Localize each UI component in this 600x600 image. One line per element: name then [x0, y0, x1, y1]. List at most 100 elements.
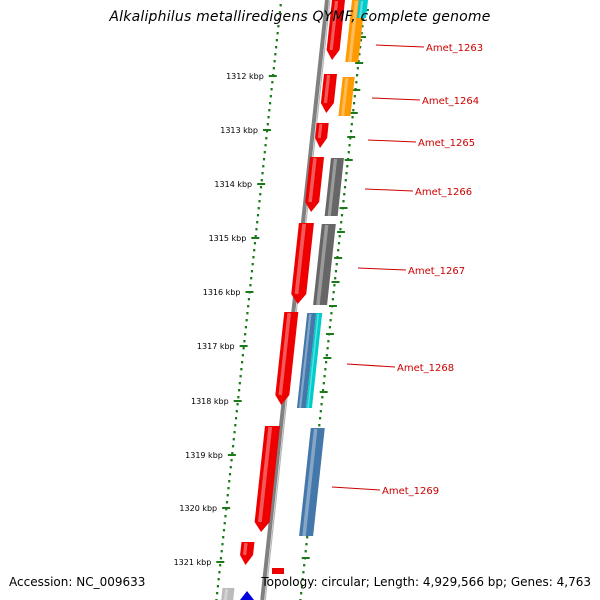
feature-bar-cyan	[305, 313, 323, 409]
feature-bar-cyan-body	[305, 313, 323, 408]
scale-dot-left	[237, 396, 240, 399]
scale-tick-label: 1320 kbp	[179, 504, 217, 513]
scale-dot-left	[254, 235, 257, 238]
scale-tick-label: 1319 kbp	[185, 451, 223, 460]
feature-bar-steelblue	[296, 313, 317, 409]
gene-arrow-red-body	[315, 123, 329, 148]
feature-bar-steelblue-shine	[302, 428, 318, 537]
scale-dot-left	[252, 256, 255, 259]
feature-bar-lightgray	[221, 588, 235, 600]
scale-dot-right	[322, 382, 325, 385]
scale-dot-right	[326, 347, 329, 350]
scale-dot-left	[242, 347, 245, 350]
scale-dot-right	[343, 186, 347, 189]
scale-tick-label: 1316 kbp	[203, 288, 241, 297]
gene-arrow-red-body	[254, 426, 280, 532]
scale-dot-left	[216, 585, 220, 588]
scale-dot-left	[276, 32, 279, 35]
scale-dot-left	[231, 452, 234, 455]
scale-dot-right	[360, 32, 363, 35]
scale-dot-left	[235, 410, 238, 413]
scale-tick-label: 1315 kbp	[209, 234, 247, 243]
scale-dot-right	[343, 193, 346, 196]
scale-dot-left	[279, 4, 282, 7]
gene-arrow-red-body	[291, 223, 314, 304]
scale-dot-left	[273, 60, 276, 63]
gene-label-leader	[371, 97, 421, 101]
scale-dot-left	[233, 431, 236, 434]
gene-arrow-red-body	[240, 542, 255, 565]
scale-dot-right	[350, 123, 353, 126]
gene-arrow-red	[305, 157, 325, 212]
gene-label: Amet_1265	[418, 138, 475, 149]
feature-bar-steelblue	[299, 428, 325, 537]
gene-arrow-red-body	[326, 0, 345, 60]
scale-dot-left	[250, 277, 253, 280]
scale-dot-left	[231, 445, 235, 448]
gene-arrow-red-body	[275, 312, 299, 405]
scale-dot-left	[258, 200, 261, 203]
scale-dot-right	[334, 270, 338, 273]
scale-dot-right	[330, 312, 333, 315]
scale-dot-left	[238, 382, 241, 385]
scale-dot-right	[321, 396, 324, 399]
scale-dot-right	[352, 102, 356, 105]
gene-arrow-red	[320, 74, 338, 113]
scale-dot-right	[328, 326, 331, 329]
scale-dot-right	[324, 368, 327, 371]
scale-dot-left	[278, 18, 281, 21]
scale-dot-right	[340, 221, 343, 224]
scale-dot-left	[275, 46, 278, 49]
scale-dot-left	[229, 466, 232, 469]
scale-dot-left	[255, 228, 258, 231]
feature-bar-gray-body	[324, 158, 344, 216]
scale-dot-left	[275, 39, 278, 42]
scale-ticks: 1312 kbp 1313 kbp 1314 kbp 1315 kbp 1316 kbp…	[174, 72, 277, 567]
feature-bar-lightgray-shine	[223, 588, 229, 600]
feature-bar-cyan-body	[357, 0, 368, 18]
gene-label-leader	[364, 188, 414, 192]
scale-dot-left	[232, 438, 235, 441]
scale-dot-right	[301, 578, 304, 581]
scale-dot-left	[246, 312, 249, 315]
scale-dot-right	[352, 109, 355, 112]
gene-label-leader	[357, 267, 407, 271]
gene-label-leader	[367, 139, 417, 143]
scale-dot-left	[253, 249, 256, 252]
scale-dot-right	[345, 172, 348, 175]
scale-dot-left	[261, 172, 264, 175]
scale-dot-right	[334, 277, 337, 280]
feature-bar-gray-shine	[316, 224, 329, 306]
gene-label-leader	[375, 44, 425, 48]
scale-dot-left	[257, 207, 260, 210]
page-title: Alkaliphilus metalliredigens QYMF, compl…	[109, 9, 491, 25]
scale-dot-right	[342, 200, 345, 203]
scale-dot-left	[239, 375, 242, 378]
scale-dot-right	[323, 375, 326, 378]
accession-label: Accession: NC_009633	[9, 575, 146, 589]
scale-dot-left	[269, 95, 272, 98]
scale-dot-left	[234, 424, 237, 427]
scale-dot-right	[300, 585, 304, 588]
feature-bar-gray	[313, 224, 336, 306]
scale-dot-right	[338, 235, 341, 238]
gene-arrow-red-shine	[294, 223, 307, 295]
scale-dot-left	[259, 193, 262, 196]
scale-dot-right	[348, 144, 351, 147]
scale-dot-left	[247, 305, 250, 308]
scale-dot-right	[320, 403, 323, 406]
scale-dot-right	[362, 18, 365, 21]
scale-dot-left	[230, 459, 233, 462]
scale-dot-left	[260, 179, 263, 182]
gene-arrow-red	[240, 542, 255, 565]
gene-label-leader	[346, 363, 396, 368]
gene-arrow-red	[272, 568, 284, 574]
gene-label: Amet_1267	[408, 266, 465, 277]
feature-bar-cyan	[357, 0, 368, 19]
scale-dot-left	[245, 319, 248, 322]
scale-dot-right	[344, 179, 347, 182]
scale-dot-right	[318, 424, 321, 427]
feature-bar-steelblue-body	[299, 428, 325, 536]
scale-dot-right	[353, 95, 356, 98]
gene-label: Amet_1268	[397, 363, 454, 374]
